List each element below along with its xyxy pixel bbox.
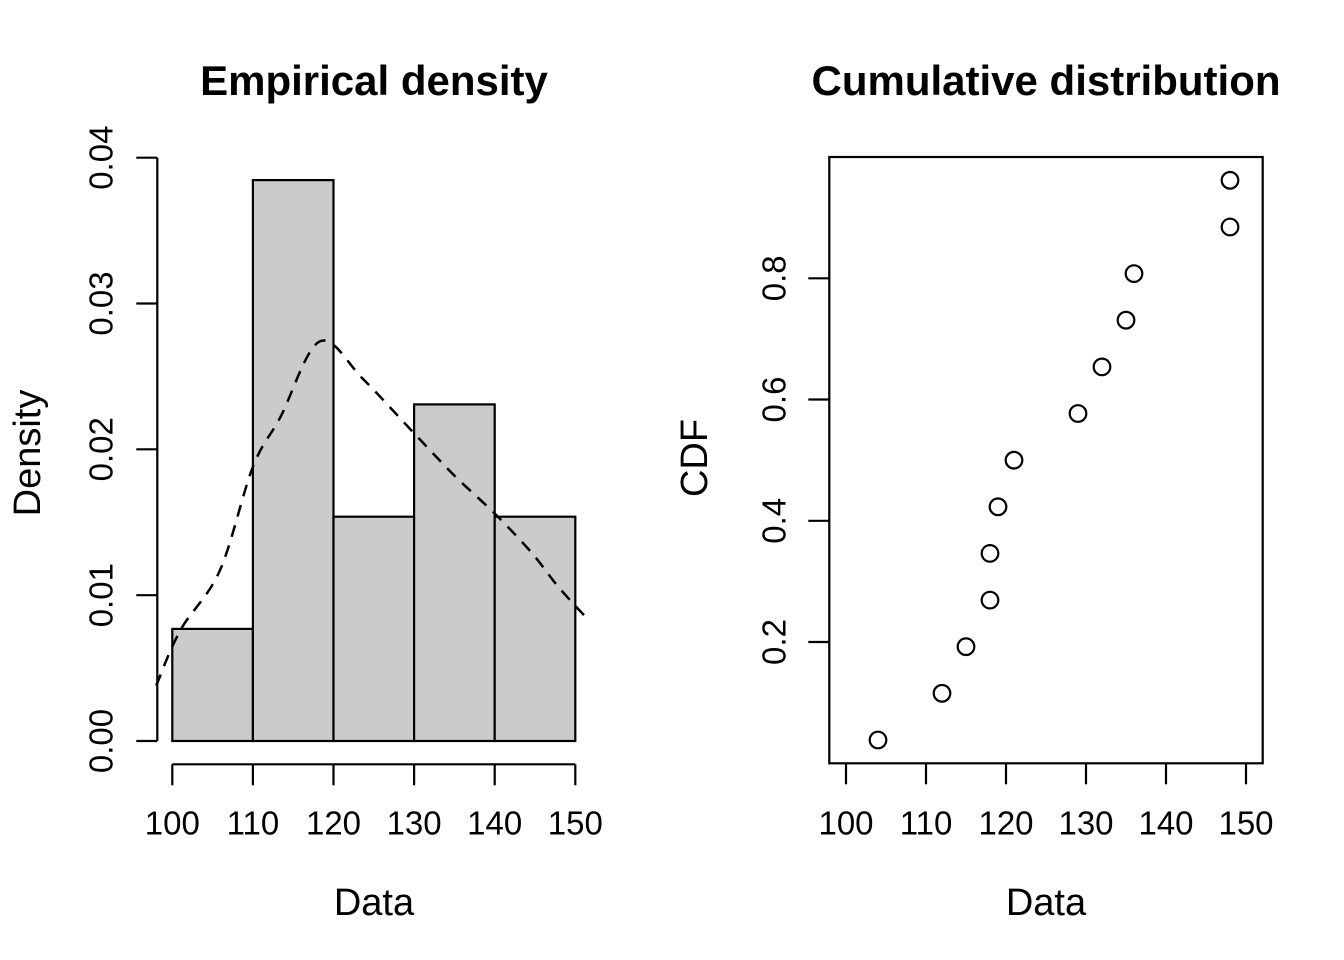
density-curve — [155, 339, 591, 687]
cdf-point — [1004, 450, 1024, 470]
x-tick-label: 100 — [818, 805, 873, 842]
cdf-point — [1092, 357, 1112, 377]
histogram-bar — [251, 179, 335, 743]
x-tick-label: 140 — [467, 805, 522, 842]
cdf-point — [1068, 404, 1088, 423]
x-tick-label: 150 — [1218, 805, 1273, 842]
left-x-axis-label: Data — [333, 882, 415, 924]
x-tick-label: 130 — [1058, 805, 1113, 842]
x-tick-label: 120 — [306, 805, 361, 842]
cdf-point — [1220, 217, 1240, 237]
right-y-axis-label: CDF — [674, 418, 716, 498]
cdf-point — [988, 497, 1008, 517]
cdf-point — [980, 590, 1000, 610]
histogram-bar — [413, 403, 496, 743]
x-tick-label: 150 — [548, 805, 603, 842]
right-x-axis-label: Data — [1005, 882, 1087, 924]
cdf-point — [980, 544, 1000, 563]
x-tick-label: 140 — [1138, 805, 1193, 842]
histogram-bar — [171, 627, 255, 743]
y-tick-label: 0.8 — [756, 255, 793, 301]
x-tick-label: 120 — [978, 805, 1033, 842]
y-tick-label: 0.01 — [83, 563, 120, 627]
cdf-point — [932, 683, 952, 703]
histogram-bar — [332, 515, 416, 743]
cdf-point — [1124, 264, 1144, 284]
right-plot-box — [828, 155, 1264, 765]
y-tick-label: 0.02 — [83, 417, 120, 481]
histogram-bar — [493, 515, 577, 743]
x-tick-label: 100 — [145, 805, 200, 842]
cdf-point — [956, 637, 976, 657]
y-tick-label: 0.2 — [756, 619, 793, 665]
x-tick-label: 130 — [387, 805, 442, 842]
y-tick-label: 0.04 — [83, 126, 120, 190]
x-tick-label: 110 — [227, 805, 280, 842]
right-panel-title: Cumulative distribution — [811, 57, 1281, 104]
y-tick-label: 0.03 — [83, 271, 120, 335]
y-tick-label: 0.4 — [756, 498, 793, 544]
x-tick-label: 110 — [900, 805, 953, 842]
y-tick-label: 0.6 — [756, 377, 793, 423]
cdf-point — [1220, 170, 1240, 190]
cdf-point — [1116, 310, 1136, 330]
left-panel-title: Empirical density — [200, 57, 548, 104]
y-tick-label: 0.00 — [83, 709, 120, 773]
left-y-axis-label: Density — [7, 389, 49, 517]
cdf-point — [868, 730, 888, 750]
